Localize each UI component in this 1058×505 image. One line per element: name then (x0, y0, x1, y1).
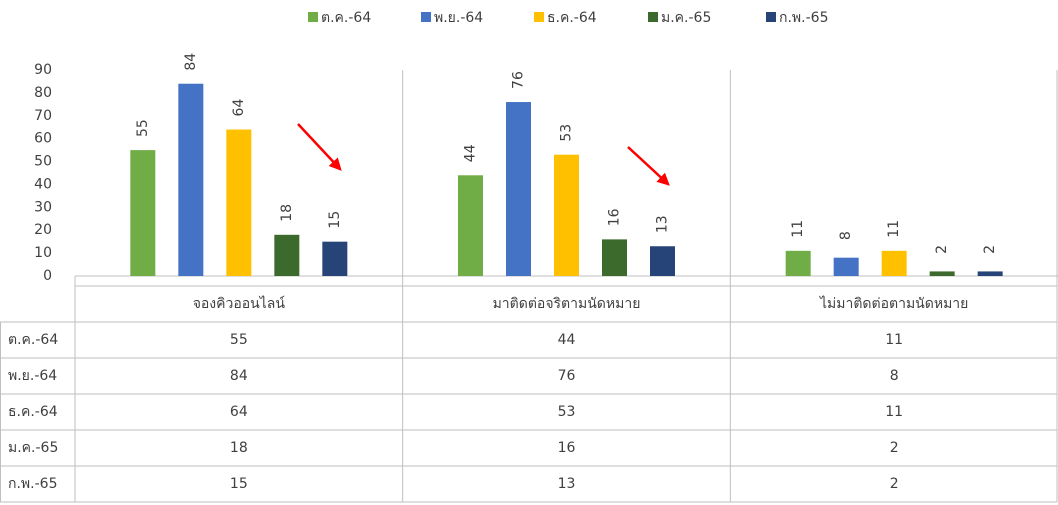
y-tick-label: 60 (34, 131, 52, 147)
legend-swatch (534, 12, 544, 22)
table-row-label: ม.ค.-65 (8, 440, 58, 456)
data-label: 64 (231, 99, 247, 117)
bar (650, 246, 675, 276)
legend-label: ธ.ค.-64 (547, 10, 597, 26)
table-cell: 18 (230, 440, 248, 456)
data-label: 11 (790, 220, 806, 238)
x-tick-label: ไม่มาติดต่อตามนัดหมาย (819, 295, 968, 312)
table-row-label: พ.ย.-64 (8, 368, 57, 384)
y-tick-label: 40 (34, 176, 52, 192)
bar (458, 175, 483, 276)
table-cell: 11 (885, 404, 903, 420)
legend-label: ก.พ.-65 (779, 10, 828, 26)
data-label: 2 (982, 245, 998, 254)
y-tick-label: 10 (34, 245, 52, 261)
data-label: 44 (463, 144, 479, 162)
data-label: 13 (655, 215, 671, 233)
table-row-label: ต.ค.-64 (8, 332, 58, 348)
data-label: 2 (934, 245, 950, 254)
data-label: 8 (838, 231, 854, 240)
y-tick-label: 80 (34, 85, 52, 101)
table-cell: 11 (885, 332, 903, 348)
arrow (627, 146, 670, 186)
y-tick-label: 70 (34, 108, 52, 124)
bar (602, 239, 627, 276)
bar (785, 250, 811, 276)
data-label: 55 (135, 119, 151, 137)
legend-swatch (766, 12, 776, 22)
bar (178, 83, 204, 276)
bar (322, 241, 348, 276)
y-tick-label: 30 (34, 199, 52, 215)
bar (881, 250, 907, 276)
legend-label: ต.ค.-64 (321, 10, 371, 26)
bar (977, 271, 1003, 276)
table-cell: 84 (230, 368, 248, 384)
data-label: 15 (327, 211, 343, 229)
table-cell: 15 (230, 476, 248, 492)
table-cell: 8 (890, 368, 899, 384)
table-cell: 16 (558, 440, 576, 456)
legend-swatch (308, 12, 318, 22)
table-cell: 44 (558, 332, 576, 348)
arrow (297, 123, 342, 171)
data-label: 18 (279, 204, 295, 222)
table-cell: 55 (230, 332, 248, 348)
bar (506, 102, 531, 277)
table-row-label: ธ.ค.-64 (8, 404, 58, 420)
table-row-label: ก.พ.-65 (8, 476, 57, 492)
data-label: 53 (559, 124, 575, 142)
x-tick-label: จองคิวออนไลน์ (193, 295, 286, 312)
bar (130, 150, 156, 276)
data-label: 76 (511, 71, 527, 89)
legend-swatch (648, 12, 658, 22)
table-cell: 13 (558, 476, 576, 492)
table-cell: 64 (230, 404, 248, 420)
legend-label: พ.ย.-64 (434, 10, 483, 26)
table-cell: 2 (890, 440, 899, 456)
bar (226, 129, 252, 276)
legend-label: ม.ค.-65 (661, 10, 711, 26)
data-label: 16 (607, 208, 623, 226)
y-tick-label: 0 (43, 268, 52, 284)
data-label: 84 (183, 53, 199, 71)
bar (554, 154, 579, 276)
y-tick-label: 20 (34, 222, 52, 238)
bar (274, 234, 300, 276)
data-label: 11 (886, 220, 902, 238)
table-cell: 2 (890, 476, 899, 492)
x-tick-label: มาติดต่อจริตามนัดหมาย (493, 296, 641, 312)
bar (833, 257, 859, 276)
y-tick-label: 50 (34, 154, 52, 170)
legend-swatch (421, 12, 431, 22)
y-tick-label: 90 (34, 62, 52, 78)
table-cell: 53 (558, 404, 576, 420)
table-cell: 76 (558, 368, 576, 384)
bar (929, 271, 955, 276)
